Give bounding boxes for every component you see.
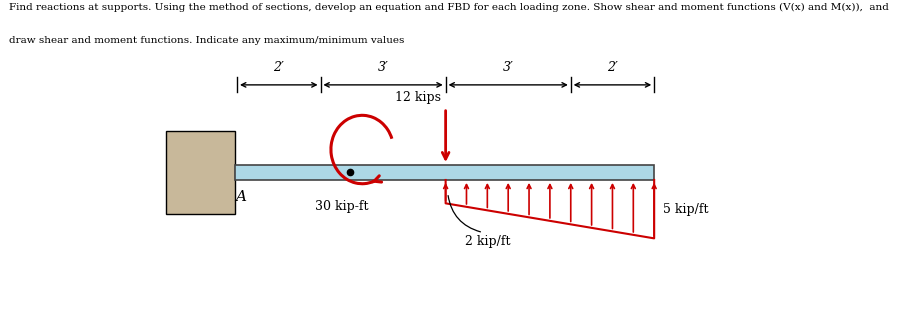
Text: draw shear and moment functions. Indicate any maximum/minimum values: draw shear and moment functions. Indicat… [9,36,404,45]
Text: Find reactions at supports. Using the method of sections, develop an equation an: Find reactions at supports. Using the me… [9,3,889,12]
Text: 2′: 2′ [607,61,618,74]
Text: 12 kips: 12 kips [394,91,441,104]
Text: 3′: 3′ [378,61,389,74]
Text: 3′: 3′ [503,61,514,74]
Bar [166,131,235,214]
Text: 2 kip/ft: 2 kip/ft [464,235,510,248]
Text: 2′: 2′ [273,61,285,74]
Text: 30 kip-ft: 30 kip-ft [314,200,368,213]
Text: 5 kip/ft: 5 kip/ft [663,203,708,216]
Text: A: A [235,190,246,204]
Bar [235,165,654,180]
